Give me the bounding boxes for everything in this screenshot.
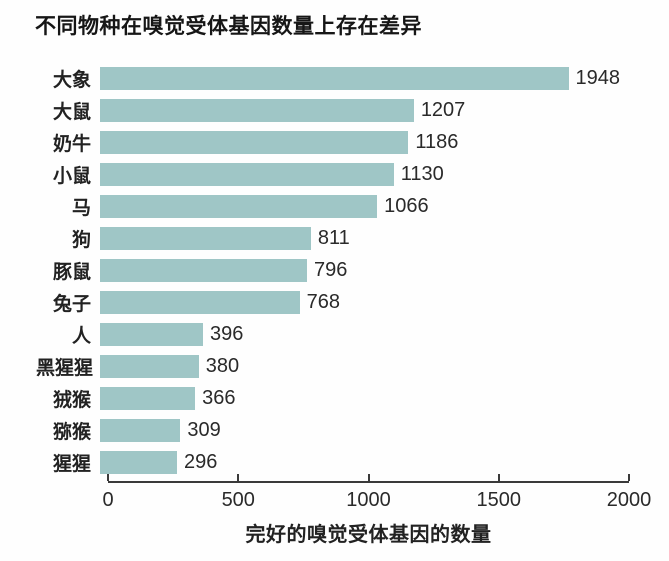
- value-label: 1207: [420, 98, 466, 121]
- category-label: 小鼠: [52, 165, 91, 187]
- category-label: 猕猴: [52, 421, 91, 443]
- bar: [100, 354, 199, 378]
- tick-label: 500: [221, 489, 255, 511]
- tick-label: 2000: [606, 489, 652, 511]
- bar-track: 396: [100, 322, 620, 346]
- bar-track: 1948: [100, 66, 621, 90]
- bar: [100, 258, 307, 282]
- bar-row: 奶牛 1186: [36, 126, 669, 158]
- category-label: 猩猩: [52, 453, 91, 475]
- bar-row: 豚鼠 796: [36, 254, 669, 286]
- x-axis-label: 完好的嗅觉受体基因的数量: [245, 524, 492, 546]
- tick-label: 1500: [476, 489, 522, 511]
- bar: [100, 194, 378, 218]
- category-label: 马: [71, 197, 91, 219]
- bar-track: 796: [100, 258, 620, 282]
- bar: [100, 290, 300, 314]
- bar-row: 黑猩猩 380: [36, 350, 669, 382]
- bar-track: 380: [100, 354, 620, 378]
- category-label: 豚鼠: [52, 261, 91, 283]
- bar-row: 大鼠 1207: [36, 94, 669, 126]
- tick-mark: [237, 474, 240, 481]
- category-label: 狨猴: [52, 389, 91, 411]
- bar-track: 1130: [100, 162, 620, 186]
- bar-row: 兔子 768: [36, 286, 669, 318]
- category-label: 兔子: [52, 293, 91, 315]
- bar-row: 大象 1948: [36, 62, 669, 94]
- value-label: 396: [209, 322, 244, 345]
- bar: [100, 418, 181, 442]
- bar-track: 811: [100, 226, 620, 250]
- chart-title: 不同物种在嗅觉受体基因数量上存在差异: [35, 15, 422, 38]
- tick-mark: [628, 474, 630, 481]
- bar-row: 人 396: [36, 318, 669, 350]
- category-label: 人: [71, 325, 91, 347]
- value-label: 768: [306, 290, 341, 313]
- tick-mark: [107, 474, 109, 481]
- bar: [100, 130, 409, 154]
- bar-track: 296: [100, 450, 620, 474]
- tick-label: 1000: [346, 489, 391, 511]
- bar: [100, 386, 196, 410]
- bar: [100, 162, 394, 186]
- category-label: 黑猩猩: [36, 357, 94, 379]
- bar-track: 1207: [100, 98, 620, 122]
- bar-track: 309: [100, 418, 620, 442]
- bar: [100, 450, 177, 474]
- bar: [100, 66, 569, 90]
- bar-row: 猕猴 309: [36, 414, 669, 446]
- bar-row: 猩猩 296: [36, 446, 669, 478]
- bar-row: 狨猴 366: [36, 382, 669, 414]
- value-label: 811: [317, 226, 350, 249]
- value-label: 1948: [575, 66, 621, 89]
- category-label: 大鼠: [52, 101, 91, 123]
- value-label: 309: [187, 418, 221, 441]
- bar-row: 狗 811: [36, 222, 669, 254]
- value-label: 796: [313, 258, 348, 281]
- bar: [100, 98, 414, 122]
- tick-label: 0: [102, 489, 114, 511]
- value-label: 1186: [415, 130, 459, 153]
- bar-rows: 大象 1948 大鼠 1207 奶牛 1186 小鼠 1130 马 1066: [36, 62, 669, 478]
- value-label: 380: [205, 354, 240, 377]
- tick-mark: [367, 474, 370, 481]
- category-label: 狗: [71, 229, 91, 251]
- bar-row: 小鼠 1130: [36, 158, 669, 190]
- bar-track: 768: [100, 290, 620, 314]
- bar-track: 1186: [100, 130, 620, 154]
- tick-mark: [497, 474, 500, 481]
- value-label: 1130: [400, 162, 444, 185]
- value-label: 296: [183, 450, 218, 473]
- value-label: 366: [202, 386, 236, 409]
- bar: [100, 322, 203, 346]
- bar: [100, 226, 311, 250]
- category-label: 奶牛: [52, 133, 91, 155]
- bar-track: 366: [100, 386, 620, 410]
- bar-row: 马 1066: [36, 190, 669, 222]
- category-label: 大象: [52, 69, 91, 91]
- bar-track: 1066: [100, 194, 620, 218]
- value-label: 1066: [384, 194, 429, 217]
- x-axis-line: 0 500 1000 1500 2000: [102, 474, 651, 511]
